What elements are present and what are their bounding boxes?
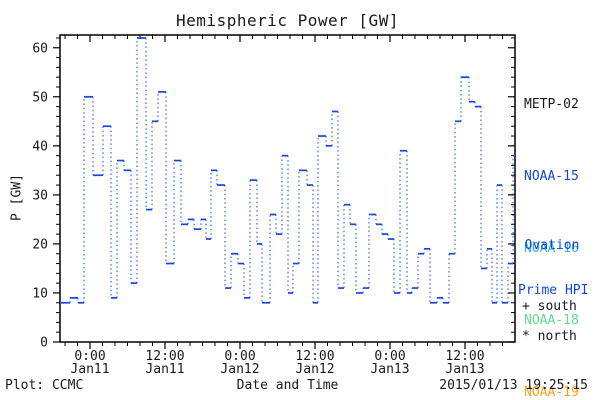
plot-source-label: Plot: CCMC <box>5 378 84 393</box>
y-tick-label: 50 <box>32 90 48 105</box>
y-tick-label: 40 <box>32 139 48 154</box>
south-marker-label: + south <box>522 299 577 314</box>
y-tick-label: 20 <box>32 237 48 252</box>
x-tick-date-label: Jan13 <box>370 362 409 377</box>
x-tick-time-label: 12:00 <box>445 349 484 364</box>
chart-title: Hemispheric Power [GW] <box>176 11 399 30</box>
legend-item-label: METP-02 <box>524 97 579 112</box>
y-tick-label: 10 <box>32 286 48 301</box>
x-tick-date-label: Jan11 <box>70 362 109 377</box>
y-tick-label: 0 <box>40 336 48 351</box>
plot-border <box>59 34 516 343</box>
legend-satellites: METP-02 NOAA-15 NOAA-16 NOAA-18 NOAA-19 <box>524 45 579 400</box>
ovation-legend-line1: - Ovation <box>509 238 580 253</box>
y-axis-label: P [GW] <box>9 174 25 221</box>
x-tick-time-label: 0:00 <box>224 349 255 364</box>
legend-item: METP-02 <box>524 93 579 117</box>
ovation-legend-line2: Prime HPI <box>518 283 589 298</box>
legend-item-label: NOAA-16 <box>524 241 579 256</box>
y-tick-label: 60 <box>32 41 48 56</box>
y-tick-label: 30 <box>32 188 48 203</box>
legend-item: NOAA-19 <box>524 381 579 400</box>
x-tick-date-label: Jan12 <box>220 362 259 377</box>
legend-item-label: NOAA-15 <box>524 169 579 184</box>
timestamp-label: 2015/01/13 19:25:15 <box>439 378 588 393</box>
legend-item: NOAA-15 <box>524 165 579 189</box>
x-tick-time-label: 0:00 <box>74 349 105 364</box>
x-tick-time-label: 12:00 <box>145 349 184 364</box>
x-tick-date-label: Jan11 <box>145 362 184 377</box>
legend-item-label: NOAA-18 <box>524 313 579 328</box>
x-axis-label: Date and Time <box>236 378 339 393</box>
ovation-legend: - Ovation Prime HPI <box>509 208 588 328</box>
legend-item-label: NOAA-19 <box>524 385 579 400</box>
legend-item: NOAA-18 <box>524 309 579 333</box>
x-tick-time-label: 12:00 <box>295 349 334 364</box>
x-tick-time-label: 0:00 <box>374 349 405 364</box>
legend-item: NOAA-16 <box>524 237 579 261</box>
x-tick-date-label: Jan13 <box>445 362 484 377</box>
x-tick-date-label: Jan12 <box>295 362 334 377</box>
north-marker-label: * north <box>522 329 577 344</box>
